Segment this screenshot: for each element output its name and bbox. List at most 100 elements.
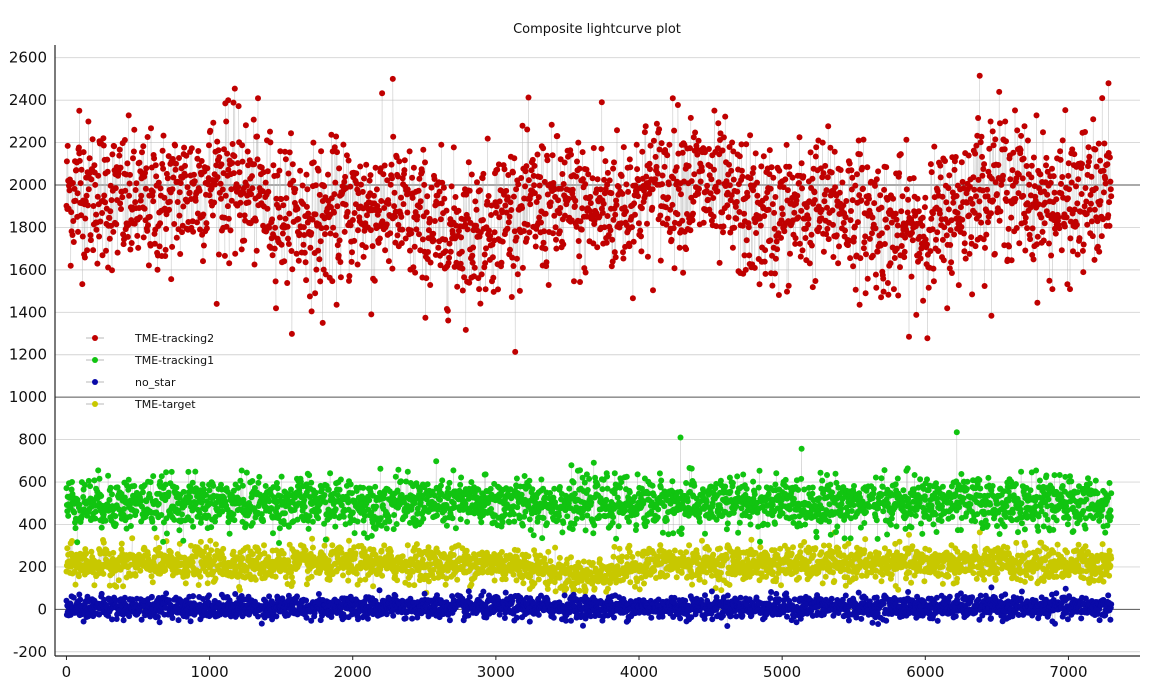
data-point — [466, 279, 473, 286]
data-point — [121, 137, 128, 143]
data-point — [231, 153, 238, 160]
data-point — [379, 218, 386, 225]
data-point — [197, 573, 204, 580]
data-point — [1095, 140, 1102, 147]
data-point — [611, 543, 618, 550]
data-point — [822, 162, 829, 169]
data-point — [1055, 214, 1062, 221]
data-point — [312, 211, 319, 218]
data-point — [253, 247, 260, 254]
data-point — [312, 290, 319, 297]
data-point — [991, 250, 998, 257]
data-point — [103, 247, 109, 254]
data-point — [796, 180, 802, 186]
data-point — [650, 137, 657, 144]
data-point — [1088, 200, 1094, 207]
data-point — [493, 203, 500, 210]
data-point — [836, 189, 843, 196]
data-point — [917, 255, 924, 262]
data-point — [908, 579, 915, 586]
data-point — [594, 244, 601, 251]
data-point — [1054, 541, 1061, 548]
data-point — [694, 151, 701, 158]
data-point — [72, 525, 79, 532]
data-point — [569, 186, 576, 193]
data-point — [644, 253, 651, 260]
data-point — [951, 166, 958, 173]
data-point — [91, 477, 98, 484]
data-point — [904, 209, 911, 216]
data-point — [346, 537, 352, 544]
data-point — [342, 201, 349, 208]
data-point — [124, 160, 131, 167]
data-point — [830, 254, 837, 260]
data-point — [909, 229, 915, 236]
data-point — [1013, 539, 1020, 546]
data-point — [901, 254, 908, 261]
data-point — [969, 200, 976, 207]
data-point — [195, 582, 202, 588]
data-point — [383, 221, 390, 228]
data-point — [625, 188, 632, 195]
data-point — [828, 169, 835, 176]
data-point — [866, 195, 872, 202]
data-point — [774, 246, 781, 253]
data-point — [145, 222, 151, 229]
data-point — [507, 199, 514, 206]
data-point — [561, 159, 568, 166]
data-point — [524, 221, 531, 228]
data-point — [656, 126, 663, 133]
data-point — [872, 225, 879, 232]
data-point — [805, 215, 812, 222]
data-point — [1027, 575, 1034, 582]
data-point — [556, 554, 563, 561]
data-point — [652, 153, 659, 160]
data-point — [620, 249, 626, 256]
data-point — [824, 204, 830, 211]
data-point — [729, 139, 736, 146]
data-point — [903, 136, 910, 143]
data-point — [520, 228, 527, 234]
data-point — [531, 162, 538, 169]
data-point — [346, 273, 353, 279]
series-TME-tracking1 — [63, 429, 1115, 546]
data-point — [988, 210, 994, 217]
data-point — [469, 252, 476, 259]
data-point — [321, 183, 328, 190]
data-point — [653, 120, 660, 127]
data-point — [155, 179, 162, 186]
data-point — [212, 541, 219, 548]
data-point — [797, 549, 804, 556]
data-point — [109, 151, 116, 158]
data-point — [359, 188, 366, 195]
data-point — [140, 234, 147, 241]
data-point — [1018, 132, 1025, 139]
data-point — [1099, 95, 1106, 102]
data-point — [1051, 189, 1058, 196]
data-point — [784, 187, 791, 194]
data-point — [328, 204, 334, 211]
data-point — [232, 250, 239, 257]
data-point — [885, 291, 892, 298]
data-point — [691, 171, 698, 178]
data-point — [795, 214, 802, 221]
data-point — [664, 215, 671, 222]
data-point — [100, 135, 107, 142]
data-point — [861, 239, 868, 246]
data-point — [1028, 174, 1035, 181]
data-point — [611, 159, 617, 166]
data-point — [378, 547, 385, 554]
data-point — [446, 254, 453, 261]
data-point — [452, 194, 459, 200]
data-point — [572, 197, 579, 204]
data-point — [216, 154, 223, 161]
data-point — [608, 190, 615, 197]
data-point — [431, 176, 438, 182]
data-point — [976, 212, 982, 219]
data-point — [575, 139, 582, 146]
data-point — [860, 245, 867, 252]
data-point — [776, 167, 783, 174]
data-point — [824, 225, 831, 232]
data-point — [1056, 225, 1063, 232]
data-point — [370, 583, 377, 590]
